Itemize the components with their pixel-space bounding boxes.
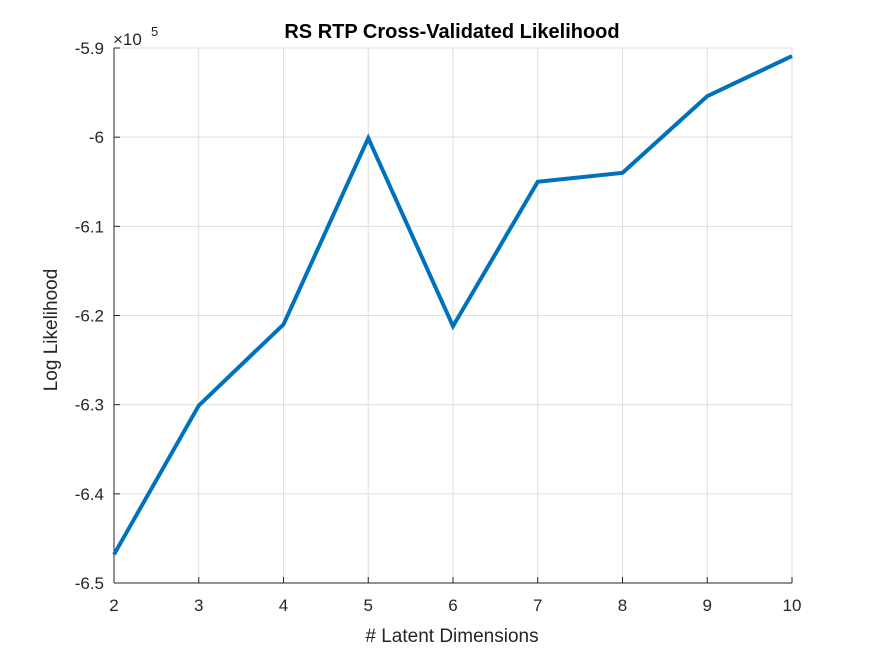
y-tick-label: -6.4	[75, 485, 104, 504]
exponent-power: 5	[151, 24, 158, 39]
y-tick-label: -6.3	[75, 396, 104, 415]
exponent-base: ×10	[113, 30, 142, 49]
x-tick-label: 7	[533, 596, 542, 615]
x-tick-label: 6	[448, 596, 457, 615]
x-tick-label: 10	[783, 596, 802, 615]
x-tick-label: 5	[364, 596, 373, 615]
x-tick-label: 9	[703, 596, 712, 615]
grid-lines	[113, 47, 793, 584]
chart-title: RS RTP Cross-Validated Likelihood	[284, 21, 619, 43]
y-tick-label: -6.5	[75, 574, 104, 593]
axes	[113, 47, 793, 584]
y-tick-label: -6	[89, 128, 104, 147]
series-layer	[112, 54, 793, 556]
y-tick-label: -6.2	[75, 307, 104, 326]
x-tick-label: 2	[109, 596, 118, 615]
y-tick-label: -6.1	[75, 217, 104, 236]
x-tick-label: 3	[194, 596, 203, 615]
series-line	[112, 54, 793, 556]
y-tick-label: -5.9	[75, 39, 104, 58]
x-tick-label: 4	[279, 596, 288, 615]
x-tick-label: 8	[618, 596, 627, 615]
y-axis-label: Log Likelihood	[41, 269, 62, 392]
tick-labels: 2 3 4 5 6 7 8 9 10 -6.5 -6.4 -6.3 -6.2 -6.1 -6 -5.9	[75, 39, 802, 615]
x-axis-label: # Latent Dimensions	[365, 626, 538, 647]
y-exponent-label: ×10 5	[113, 24, 158, 49]
